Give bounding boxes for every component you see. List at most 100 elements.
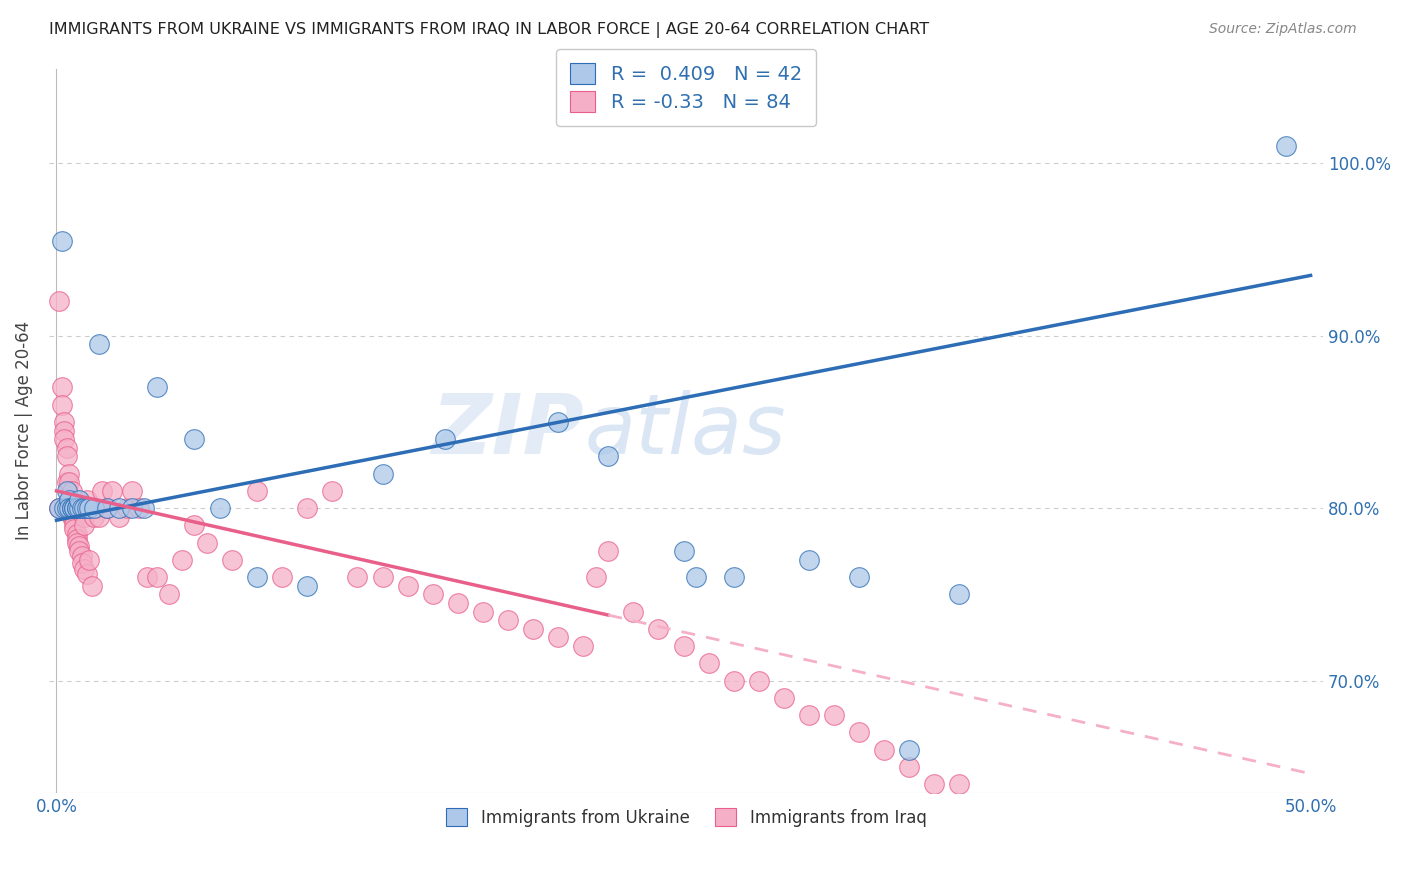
Point — [63, 501, 86, 516]
Point — [63, 513, 86, 527]
Point — [53, 432, 76, 446]
Point — [522, 622, 544, 636]
Point — [471, 605, 494, 619]
Point — [51, 380, 73, 394]
Point — [396, 579, 419, 593]
Point — [86, 501, 108, 516]
Point — [53, 501, 76, 516]
Point — [65, 535, 87, 549]
Point — [65, 501, 87, 516]
Point — [60, 501, 83, 516]
Point — [898, 742, 921, 756]
Point — [697, 657, 720, 671]
Point — [77, 501, 100, 516]
Point — [76, 492, 98, 507]
Point — [948, 587, 970, 601]
Point — [70, 501, 93, 516]
Point — [898, 760, 921, 774]
Point — [76, 566, 98, 581]
Point — [371, 570, 394, 584]
Point — [183, 432, 205, 446]
Y-axis label: In Labor Force | Age 20-64: In Labor Force | Age 20-64 — [15, 321, 32, 541]
Point — [246, 483, 269, 498]
Point — [797, 708, 820, 723]
Point — [70, 501, 93, 516]
Point — [77, 553, 100, 567]
Point — [73, 509, 96, 524]
Point — [73, 501, 96, 516]
Point — [80, 501, 103, 516]
Point — [58, 492, 80, 507]
Text: ZIP: ZIP — [432, 390, 583, 471]
Point — [55, 450, 77, 464]
Point — [67, 501, 90, 516]
Point — [848, 725, 870, 739]
Point — [60, 483, 83, 498]
Point — [89, 509, 111, 524]
Point — [80, 579, 103, 593]
Point — [51, 234, 73, 248]
Point — [89, 337, 111, 351]
Point — [246, 570, 269, 584]
Point — [621, 605, 644, 619]
Point — [321, 483, 343, 498]
Point — [96, 501, 118, 516]
Point — [83, 509, 105, 524]
Point — [924, 777, 946, 791]
Point — [195, 535, 218, 549]
Point — [422, 587, 444, 601]
Point — [672, 639, 695, 653]
Point — [170, 553, 193, 567]
Point — [67, 492, 90, 507]
Point — [55, 441, 77, 455]
Point — [70, 557, 93, 571]
Text: atlas: atlas — [583, 390, 786, 471]
Point — [823, 708, 845, 723]
Point — [598, 544, 620, 558]
Point — [297, 579, 319, 593]
Point — [65, 527, 87, 541]
Legend: Immigrants from Ukraine, Immigrants from Iraq: Immigrants from Ukraine, Immigrants from… — [437, 799, 935, 835]
Point — [73, 518, 96, 533]
Point — [55, 475, 77, 490]
Point — [83, 501, 105, 516]
Point — [271, 570, 294, 584]
Point — [547, 415, 569, 429]
Point — [157, 587, 180, 601]
Point — [447, 596, 470, 610]
Point — [873, 742, 896, 756]
Point — [58, 492, 80, 507]
Point — [48, 501, 70, 516]
Point — [723, 570, 745, 584]
Point — [585, 570, 607, 584]
Point — [434, 432, 457, 446]
Point — [53, 415, 76, 429]
Point — [371, 467, 394, 481]
Point — [67, 544, 90, 558]
Point — [647, 622, 669, 636]
Point — [598, 450, 620, 464]
Point — [146, 570, 169, 584]
Point — [58, 467, 80, 481]
Text: Source: ZipAtlas.com: Source: ZipAtlas.com — [1209, 22, 1357, 37]
Point — [60, 501, 83, 516]
Point — [135, 570, 157, 584]
Point — [146, 380, 169, 394]
Point — [77, 501, 100, 516]
Point — [685, 570, 707, 584]
Point — [108, 509, 131, 524]
Point — [51, 398, 73, 412]
Text: IMMIGRANTS FROM UKRAINE VS IMMIGRANTS FROM IRAQ IN LABOR FORCE | AGE 20-64 CORRE: IMMIGRANTS FROM UKRAINE VS IMMIGRANTS FR… — [49, 22, 929, 38]
Point — [48, 294, 70, 309]
Point — [58, 501, 80, 516]
Point — [748, 673, 770, 688]
Point — [134, 501, 156, 516]
Point — [90, 483, 112, 498]
Point — [67, 501, 90, 516]
Point — [76, 501, 98, 516]
Point — [100, 483, 122, 498]
Point — [58, 475, 80, 490]
Point — [65, 532, 87, 546]
Point — [128, 501, 150, 516]
Point — [672, 544, 695, 558]
